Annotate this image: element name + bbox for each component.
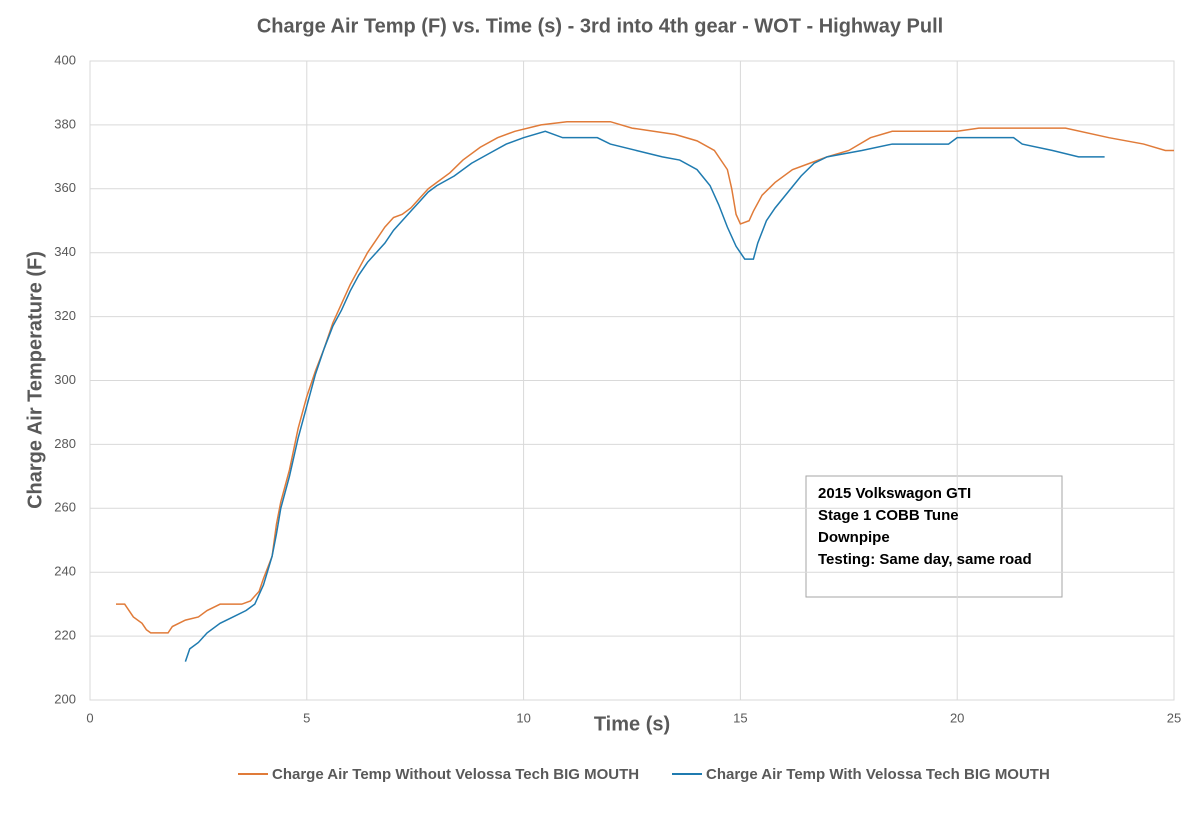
- line-series: [116, 120, 1174, 634]
- y-tick-label: 400: [54, 52, 76, 67]
- annotation-text: Testing: Same day, same road: [818, 551, 1032, 568]
- annotation-box: [805, 475, 1063, 598]
- legend-label: Charge Air Temp With Velossa Tech BIG MO…: [706, 766, 1050, 783]
- x-tick-label: 25: [1167, 710, 1181, 725]
- y-tick-label: 360: [54, 180, 76, 195]
- x-tick-label: 0: [86, 710, 93, 725]
- y-tick-label: 320: [54, 308, 76, 323]
- y-tick-label: 280: [54, 436, 76, 451]
- y-tick-label: 380: [54, 116, 76, 131]
- x-tick-label: 5: [303, 710, 310, 725]
- y-tick-label: 240: [54, 564, 76, 579]
- line-series: [184, 130, 1105, 662]
- y-tick-label: 200: [54, 691, 76, 706]
- x-tick-label: 20: [950, 710, 964, 725]
- annotation-text: Stage 1 COBB Tune: [818, 507, 959, 524]
- x-tick-label: 15: [733, 710, 747, 725]
- x-axis-label: Time (s): [594, 713, 670, 735]
- y-tick-label: 300: [54, 372, 76, 387]
- chart-title: Charge Air Temp (F) vs. Time (s) - 3rd i…: [257, 15, 943, 37]
- y-tick-label: 260: [54, 500, 76, 515]
- y-tick-label: 220: [54, 628, 76, 643]
- x-tick-label: 10: [516, 710, 530, 725]
- y-tick-label: 340: [54, 244, 76, 259]
- annotation-text: Downpipe: [818, 529, 890, 546]
- y-axis-label: Charge Air Temperature (F): [24, 251, 46, 509]
- annotation-text: 2015 Volkswagon GTI: [818, 485, 971, 502]
- legend-label: Charge Air Temp Without Velossa Tech BIG…: [272, 766, 639, 783]
